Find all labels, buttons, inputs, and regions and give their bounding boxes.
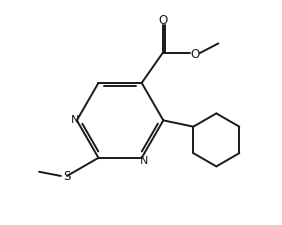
Text: O: O <box>158 14 167 27</box>
Text: N: N <box>140 155 148 165</box>
Text: N: N <box>71 115 80 124</box>
Text: O: O <box>191 47 200 61</box>
Text: S: S <box>63 170 71 183</box>
